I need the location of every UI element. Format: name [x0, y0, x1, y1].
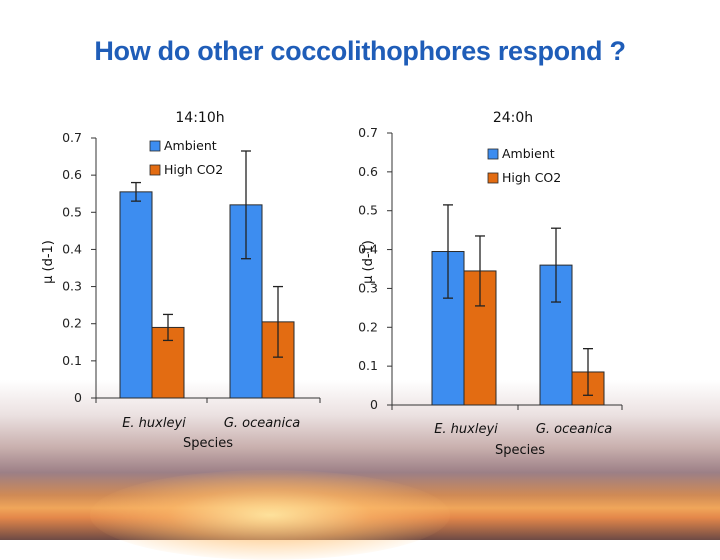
y-tick-label: 0.1: [62, 353, 82, 368]
y-axis-label: μ (d-1): [361, 240, 376, 284]
chart-title: 14:10h: [175, 110, 224, 126]
y-tick-label: 0.4: [62, 241, 82, 256]
chart-14-10h: 14:10h 0 0.1 0.2 0.3 0.4 0.5 0.6 0.7 μ (d-1) E. hu…: [41, 110, 321, 451]
legend-label: High CO2: [164, 162, 223, 177]
legend-label: Ambient: [164, 138, 217, 153]
y-tick-label: 0.5: [358, 203, 378, 218]
legend-swatch: [487, 148, 499, 160]
x-axis-label: Species: [495, 443, 545, 458]
legend-label: High CO2: [502, 170, 561, 185]
category-label: G. oceanica: [536, 422, 612, 437]
y-tick-label: 0: [370, 397, 378, 412]
x-axis-label: Species: [183, 436, 233, 451]
y-tick-label: 0.1: [358, 358, 378, 373]
category-label: E. huxleyi: [122, 416, 186, 431]
y-axis-label: μ (d-1): [41, 240, 56, 284]
y-tick-label: 0.7: [62, 130, 82, 145]
y-tick-label: 0.2: [62, 316, 82, 331]
legend-swatch: [149, 140, 161, 152]
category-label: E. huxleyi: [434, 422, 498, 437]
chart-title: 24:0h: [493, 110, 533, 126]
y-tick-label: 0.2: [358, 319, 378, 334]
y-tick-label: 0.6: [358, 164, 378, 179]
y-tick-label: 0.3: [358, 280, 378, 295]
slide-title: How do other coccolithophores respond ?: [94, 36, 626, 66]
bar-ambient: [119, 191, 153, 399]
legend-swatch: [487, 172, 499, 184]
legend-label: Ambient: [502, 146, 555, 161]
category-label: G. oceanica: [224, 416, 300, 431]
y-tick-label: 0.4: [358, 242, 378, 257]
y-tick-label: 0.5: [62, 204, 82, 219]
bar-high-co2: [151, 326, 185, 399]
y-tick-label: 0.7: [358, 125, 378, 140]
y-tick-label: 0.6: [62, 167, 82, 182]
chart-24-0h: 24:0h 0 0.1 0.2 0.3 0.4 0.5 0.6 0.7 μ (d-1) E. hux…: [358, 110, 623, 458]
legend-swatch: [149, 164, 161, 176]
y-tick-label: 0.3: [62, 279, 82, 294]
y-tick-label: 0: [74, 390, 82, 405]
